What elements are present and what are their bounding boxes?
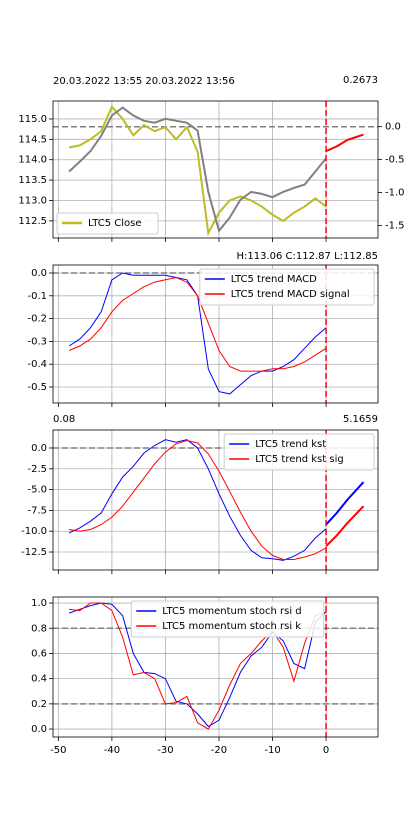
legend-label: LTC5 momentum stoch rsi k bbox=[162, 621, 301, 632]
title-right: 0.2673 bbox=[343, 75, 378, 86]
x-tick-label: -20 bbox=[211, 745, 227, 756]
y-tick-label: 0.4 bbox=[31, 674, 47, 685]
y-tick-label: -2.5 bbox=[27, 464, 47, 475]
legend: LTC5 Close bbox=[56, 212, 159, 235]
y-tick-label: -10.0 bbox=[21, 526, 47, 537]
x-tick-label: -40 bbox=[104, 745, 120, 756]
y-tick-label: 114.0 bbox=[18, 155, 47, 166]
title-left: 20.03.2022 13:55 20.03.2022 13:56 bbox=[53, 76, 235, 87]
legend: LTC5 trend kst LTC5 trend kst sig bbox=[223, 433, 375, 471]
y-tick-label: 115.0 bbox=[18, 114, 47, 125]
data-line bbox=[69, 602, 327, 730]
legend-label: LTC5 Close bbox=[88, 218, 141, 229]
y-tick-label: 0.0 bbox=[31, 443, 47, 454]
y-tick-label: -0.5 bbox=[27, 382, 47, 393]
y2-tick-label: -0.5 bbox=[385, 155, 405, 166]
y-tick-label: 0.6 bbox=[31, 648, 47, 659]
data-line bbox=[68, 602, 327, 728]
legend: LTC5 momentum stoch rsi d LTC5 momentum s… bbox=[130, 600, 325, 638]
plot-frame bbox=[52, 264, 379, 404]
plot-frame bbox=[52, 429, 379, 571]
y-tick-label: 0.2 bbox=[31, 699, 47, 710]
y-tick-label: 112.5 bbox=[18, 216, 47, 227]
data-line bbox=[68, 106, 327, 233]
y-tick-label: -0.4 bbox=[27, 359, 47, 370]
data-line bbox=[325, 505, 365, 547]
legend-label: LTC5 trend kst bbox=[255, 439, 326, 450]
y-tick-label: 0.0 bbox=[31, 268, 47, 279]
data-line bbox=[325, 481, 365, 526]
legend-box bbox=[130, 600, 325, 638]
legend-label: LTC5 trend MACD signal bbox=[231, 289, 350, 300]
x-tick-label: -50 bbox=[50, 745, 66, 756]
plot-frame bbox=[52, 100, 379, 239]
legend-label: LTC5 trend kst sig bbox=[255, 454, 344, 465]
data-line bbox=[325, 133, 364, 153]
legend-box bbox=[223, 433, 375, 471]
y-tick-label: 0.0 bbox=[31, 724, 47, 735]
y-tick-label: -7.5 bbox=[27, 505, 47, 516]
data-line bbox=[68, 439, 327, 561]
y-tick-label: 113.5 bbox=[18, 175, 47, 186]
x-tick-label: -10 bbox=[264, 745, 280, 756]
y-tick-label: 113.0 bbox=[18, 195, 47, 206]
y2-tick-label: -1.5 bbox=[385, 220, 405, 231]
legend-label: LTC5 trend MACD bbox=[231, 274, 317, 285]
legend: LTC5 trend MACD LTC5 trend MACD signal bbox=[199, 268, 375, 306]
data-line bbox=[68, 276, 327, 372]
y2-tick-label: -1.0 bbox=[385, 188, 405, 199]
y-tick-label: -0.1 bbox=[27, 291, 47, 302]
legend-box bbox=[56, 212, 159, 235]
legend-box bbox=[199, 268, 375, 306]
title-right: 5.1659 bbox=[343, 414, 378, 425]
y-tick-label: -0.2 bbox=[27, 314, 47, 325]
title-right: H:113.06 C:112.87 L:112.85 bbox=[236, 251, 378, 262]
y-tick-label: 0.8 bbox=[31, 623, 47, 634]
y-tick-label: 1.0 bbox=[31, 598, 47, 609]
x-tick-label: -30 bbox=[157, 745, 173, 756]
legend-label: LTC5 momentum stoch rsi d bbox=[162, 606, 301, 617]
x-tick-label: 0 bbox=[323, 745, 329, 756]
plot-frame bbox=[52, 596, 379, 738]
y-tick-label: -12.5 bbox=[21, 547, 47, 558]
y-tick-label: 114.5 bbox=[18, 134, 47, 145]
y-tick-label: -0.3 bbox=[27, 336, 47, 347]
data-line bbox=[68, 104, 327, 237]
y-tick-label: -5.0 bbox=[27, 485, 47, 496]
title-left: 0.08 bbox=[53, 414, 75, 425]
data-line bbox=[69, 439, 327, 560]
y2-tick-label: 0.0 bbox=[385, 122, 401, 133]
